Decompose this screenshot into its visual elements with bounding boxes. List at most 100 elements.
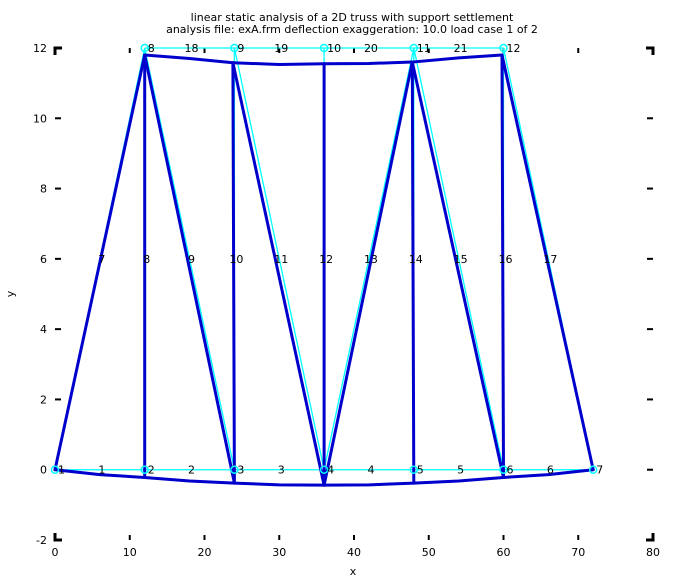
x-tick-label: 80 bbox=[646, 546, 660, 559]
node-marker bbox=[588, 465, 598, 474]
deformed-member bbox=[231, 61, 326, 67]
node-marker bbox=[140, 43, 149, 53]
undeformed-member bbox=[323, 47, 415, 470]
x-tick-label: 10 bbox=[123, 546, 137, 559]
x-tick-label: 60 bbox=[497, 546, 511, 559]
y-tick-label: 4 bbox=[40, 323, 47, 336]
y-axis-label: y bbox=[4, 290, 17, 297]
x-tick-label: 50 bbox=[422, 546, 436, 559]
x-tick-label: 70 bbox=[571, 546, 585, 559]
node-marker bbox=[319, 43, 329, 53]
deformed-member bbox=[410, 53, 504, 64]
deformed-member bbox=[322, 481, 416, 487]
title-line-2: analysis file: exA.frm deflection exagge… bbox=[166, 23, 538, 36]
y-tick-label: -2 bbox=[36, 534, 47, 547]
deformed-member bbox=[232, 481, 326, 487]
node-label: 2 bbox=[148, 464, 155, 477]
element-label: 1 bbox=[98, 464, 105, 477]
element-label: 20 bbox=[364, 42, 378, 55]
deformed-member bbox=[410, 60, 505, 479]
x-tick-label: 30 bbox=[272, 546, 286, 559]
node-marker bbox=[409, 43, 419, 53]
element-label: 7 bbox=[98, 253, 105, 266]
node-marker bbox=[140, 465, 149, 474]
x-tick-label: 40 bbox=[347, 546, 361, 559]
node-label: 5 bbox=[417, 464, 424, 477]
deformed-member bbox=[500, 53, 595, 472]
undeformed-member bbox=[413, 47, 505, 470]
truss-nodes: 1 2 3 4 5 6 78 9 10 11 12 bbox=[50, 42, 603, 477]
x-tick-label: 0 bbox=[52, 546, 59, 559]
plot-frame-corners bbox=[53, 46, 655, 542]
node-label: 9 bbox=[237, 42, 244, 55]
title-line-1: linear static analysis of a 2D truss wit… bbox=[191, 11, 514, 24]
y-tick-label: 8 bbox=[40, 183, 47, 196]
frame-corner bbox=[646, 46, 655, 55]
deformed-member bbox=[322, 60, 414, 66]
element-label: 17 bbox=[543, 253, 557, 266]
plot-title: linear static analysis of a 2D truss wit… bbox=[166, 11, 538, 36]
node-label: 1 bbox=[58, 464, 65, 477]
node-marker bbox=[409, 465, 419, 474]
node-label: 6 bbox=[507, 464, 514, 477]
node-label: 12 bbox=[507, 42, 521, 55]
element-label: 16 bbox=[499, 253, 513, 266]
element-label: 14 bbox=[409, 253, 423, 266]
element-label: 4 bbox=[367, 464, 374, 477]
element-label: 21 bbox=[454, 42, 468, 55]
frame-corner bbox=[53, 46, 62, 55]
deformed-member bbox=[53, 468, 147, 479]
x-axis-label: x bbox=[350, 565, 357, 577]
y-tick-label: 6 bbox=[40, 253, 47, 266]
y-tick-label: 0 bbox=[40, 464, 47, 477]
node-marker bbox=[499, 465, 508, 474]
deformed-member bbox=[322, 60, 414, 487]
node-marker bbox=[230, 465, 239, 474]
x-tick-label: 20 bbox=[198, 546, 212, 559]
node-label: 4 bbox=[327, 464, 334, 477]
deformed-member bbox=[231, 61, 326, 487]
frame-corner bbox=[53, 533, 62, 542]
node-marker bbox=[319, 465, 329, 474]
element-label: 19 bbox=[274, 42, 288, 55]
deformed-member bbox=[502, 468, 595, 479]
element-label: 3 bbox=[278, 464, 285, 477]
node-marker bbox=[50, 465, 60, 474]
element-label: 9 bbox=[188, 253, 195, 266]
y-tick-label: 12 bbox=[33, 42, 47, 55]
element-label: 2 bbox=[188, 464, 195, 477]
node-label: 7 bbox=[596, 464, 603, 477]
element-label: 5 bbox=[457, 464, 464, 477]
deformed-member bbox=[53, 53, 147, 472]
deformed-member bbox=[500, 53, 505, 479]
element-label: 12 bbox=[319, 253, 333, 266]
y-tick-label: 2 bbox=[40, 393, 47, 406]
element-label: 8 bbox=[143, 253, 150, 266]
element-label: 6 bbox=[547, 464, 554, 477]
undeformed-member bbox=[144, 47, 236, 470]
deformed-member bbox=[231, 61, 236, 485]
deformed-truss bbox=[53, 53, 595, 487]
x-axis-ticks: 0 10 20 30 40 50 60 70 80 bbox=[52, 48, 660, 559]
deformed-member bbox=[143, 475, 236, 485]
node-label: 3 bbox=[237, 464, 244, 477]
element-label: 11 bbox=[274, 253, 288, 266]
deformed-member bbox=[410, 60, 416, 485]
element-label: 15 bbox=[454, 253, 468, 266]
node-label: 8 bbox=[148, 42, 155, 55]
node-label: 10 bbox=[327, 42, 341, 55]
deformed-member bbox=[412, 475, 505, 485]
node-marker bbox=[499, 43, 508, 53]
undeformed-member bbox=[233, 47, 325, 470]
element-label: 18 bbox=[185, 42, 199, 55]
element-label: 13 bbox=[364, 253, 378, 266]
node-marker bbox=[230, 43, 239, 53]
element-label: 10 bbox=[229, 253, 243, 266]
deformed-member bbox=[143, 53, 236, 485]
node-label: 11 bbox=[417, 42, 431, 55]
y-tick-label: 10 bbox=[33, 112, 47, 125]
deformed-member bbox=[143, 53, 235, 65]
